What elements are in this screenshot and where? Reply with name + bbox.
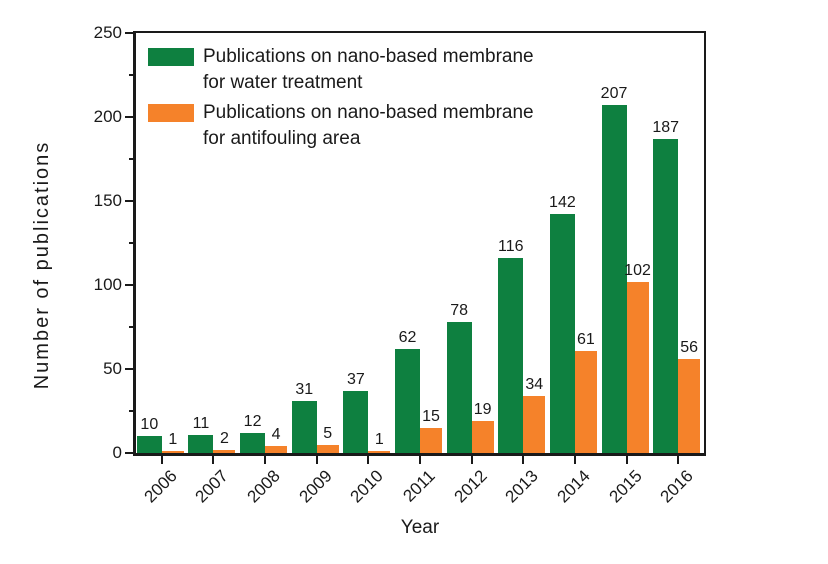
value-label-water-treatment-2012: 78 (450, 301, 469, 319)
legend-label-water-treatment: Publications on nano-based membrane for … (203, 44, 534, 96)
value-label-antifouling-2015: 102 (624, 261, 651, 279)
x-tick-label-2007: 2007 (191, 466, 233, 507)
x-tick-2011 (419, 456, 421, 464)
legend-label-line1: Publications on nano-based membrane (203, 102, 534, 123)
bar-antifouling-2015 (626, 281, 649, 453)
y-major-tick (125, 116, 133, 118)
legend-label-line1: Publications on nano-based membrane (203, 46, 534, 67)
value-label-water-treatment-2010: 37 (346, 370, 365, 388)
y-minor-tick (129, 410, 133, 412)
legend-swatch-water-treatment (148, 48, 194, 66)
y-tick-label-200: 200 (93, 107, 122, 126)
x-tick-label-2015: 2015 (605, 466, 646, 507)
x-tick-2015 (625, 456, 628, 464)
x-tick-2008 (264, 456, 267, 464)
bar-water-treatment-2012 (446, 321, 472, 453)
value-label-antifouling-2014: 61 (577, 330, 595, 348)
x-tick-2013 (522, 456, 525, 464)
bar-water-treatment-2008 (240, 432, 266, 453)
bar-water-treatment-2015 (601, 105, 627, 453)
legend-label-antifouling: Publications on nano-based membrane for … (203, 100, 534, 152)
y-tick-label-50: 50 (103, 359, 122, 378)
value-label-water-treatment-2009: 31 (295, 380, 314, 398)
y-tick-label-250: 250 (93, 23, 122, 42)
legend-swatch-antifouling (148, 104, 194, 122)
x-axis-title: Year (400, 517, 440, 538)
legend: Publications on nano-based membrane for … (148, 44, 534, 156)
y-major-tick (125, 284, 133, 286)
value-label-antifouling-2016: 56 (680, 338, 699, 356)
bar-water-treatment-2009 (291, 400, 317, 453)
y-tick-label-0: 0 (112, 443, 122, 462)
value-label-water-treatment-2013: 116 (498, 238, 524, 256)
x-tick-label-2010: 2010 (346, 466, 388, 507)
bar-antifouling-2012 (471, 421, 494, 453)
value-label-antifouling-2012: 19 (473, 401, 492, 419)
y-major-tick (125, 32, 133, 34)
bar-antifouling-2016 (678, 358, 701, 453)
bar-antifouling-2014 (574, 350, 597, 453)
y-minor-tick (129, 242, 133, 244)
value-label-antifouling-2006: 1 (168, 431, 178, 449)
y-major-tick (125, 368, 133, 370)
legend-label-line2: for water treatment (203, 72, 363, 93)
bar-water-treatment-2010 (343, 390, 369, 453)
x-tick-label-2008: 2008 (243, 466, 284, 507)
x-tick-label-2006: 2006 (140, 466, 181, 507)
y-minor-tick (129, 326, 133, 328)
value-label-antifouling-2010: 1 (374, 431, 384, 449)
y-minor-tick (129, 74, 133, 76)
value-label-water-treatment-2007: 11 (192, 414, 210, 432)
legend-label-line2: for antifouling area (203, 128, 361, 149)
x-tick-2012 (470, 456, 473, 464)
y-tick-label-100: 100 (93, 275, 122, 294)
bar-water-treatment-2014 (549, 214, 575, 453)
x-tick-label-2016: 2016 (656, 466, 697, 507)
y-axis-title: Number of publications (31, 140, 53, 390)
x-tick-2016 (677, 456, 680, 464)
bar-water-treatment-2011 (395, 348, 420, 453)
bar-antifouling-2011 (420, 427, 442, 453)
x-tick-label-2014: 2014 (553, 466, 594, 507)
bar-water-treatment-2013 (498, 258, 524, 453)
bar-water-treatment-2006 (136, 436, 162, 453)
bar-antifouling-2013 (523, 395, 546, 453)
value-label-water-treatment-2015: 207 (600, 85, 628, 103)
y-major-tick (125, 200, 133, 202)
bar-antifouling-2010 (368, 451, 391, 453)
x-tick-label-2013: 2013 (501, 466, 542, 507)
value-label-water-treatment-2008: 12 (243, 412, 262, 430)
x-tick-2006 (160, 456, 163, 464)
x-tick-2009 (315, 456, 318, 464)
value-label-water-treatment-2011: 62 (398, 328, 417, 346)
value-label-water-treatment-2014: 142 (549, 194, 576, 212)
x-tick-label-2012: 2012 (450, 466, 491, 507)
x-tick-label-2011: 2011 (399, 466, 439, 506)
value-label-antifouling-2009: 5 (323, 424, 333, 442)
legend-entry-antifouling: Publications on nano-based membrane for … (148, 100, 534, 152)
value-label-antifouling-2007: 2 (220, 429, 229, 447)
y-minor-tick (129, 158, 133, 160)
x-tick-2007 (212, 456, 215, 464)
y-major-tick (125, 452, 133, 454)
x-tick-2014 (573, 456, 576, 464)
bar-water-treatment-2016 (653, 138, 679, 453)
bar-antifouling-2009 (316, 444, 339, 453)
bar-antifouling-2007 (213, 449, 236, 453)
bar-water-treatment-2007 (188, 434, 214, 453)
plot-area: Publications on nano-based membrane for … (133, 31, 706, 456)
y-tick-label-150: 150 (93, 191, 122, 210)
value-label-water-treatment-2016: 187 (652, 118, 680, 136)
legend-entry-water-treatment: Publications on nano-based membrane for … (148, 44, 534, 96)
x-tick-label-2009: 2009 (295, 466, 336, 507)
bar-antifouling-2008 (265, 446, 288, 453)
value-label-water-treatment-2006: 10 (140, 416, 159, 434)
x-tick-2010 (367, 456, 370, 464)
value-label-antifouling-2011: 15 (422, 407, 440, 425)
bar-antifouling-2006 (161, 451, 184, 453)
value-label-antifouling-2013: 34 (525, 375, 544, 393)
value-label-antifouling-2008: 4 (271, 426, 281, 444)
